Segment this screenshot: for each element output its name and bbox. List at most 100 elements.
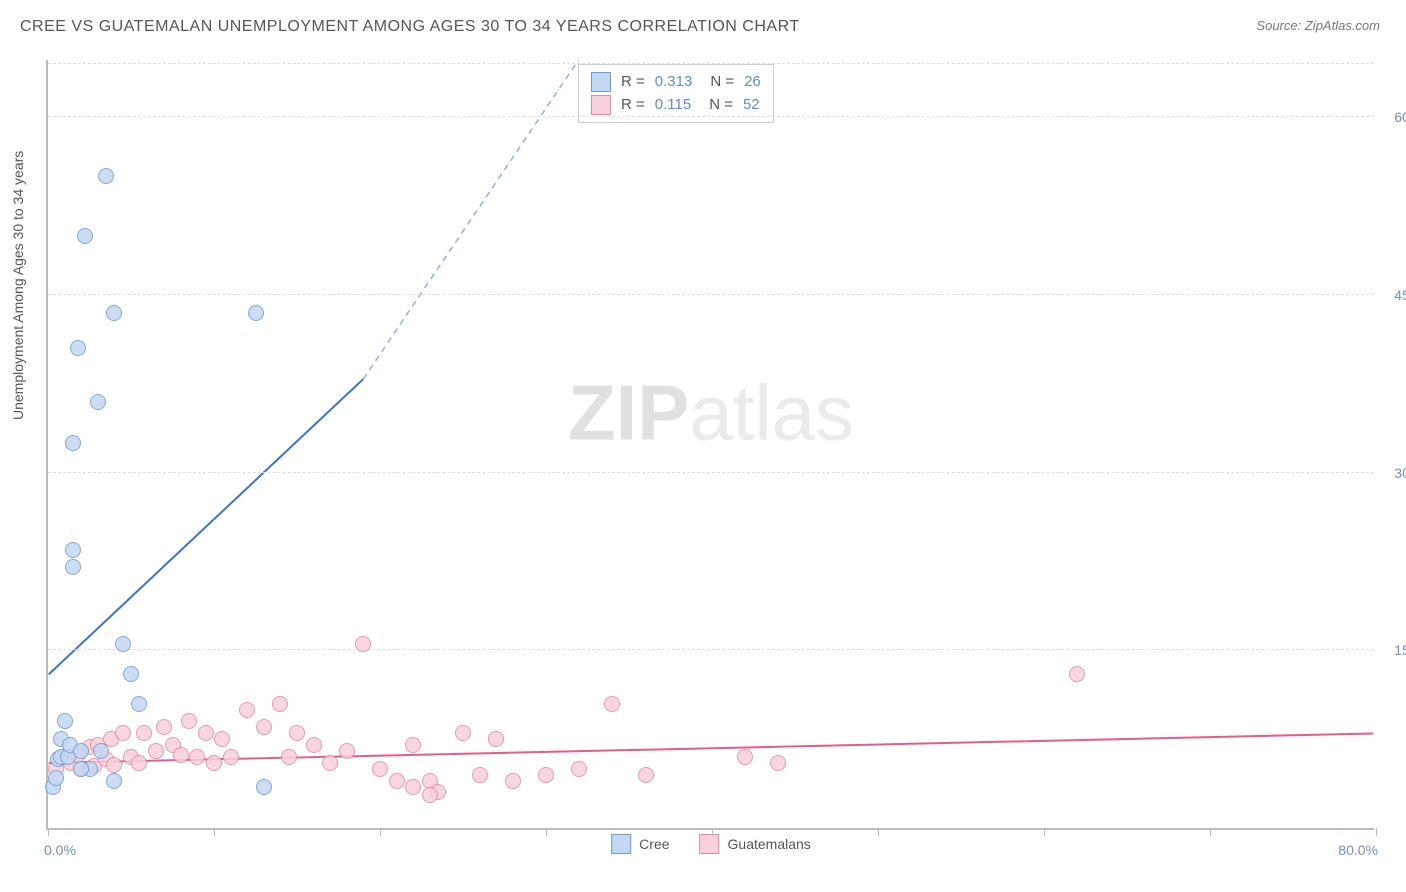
x-tick xyxy=(878,828,879,836)
y-tick-label: 30.0% xyxy=(1394,465,1406,481)
guatemalans-n-value: 52 xyxy=(743,94,760,117)
y-tick-label: 15.0% xyxy=(1394,642,1406,658)
watermark: ZIPatlas xyxy=(568,368,854,459)
y-axis-label: Unemployment Among Ages 30 to 34 years xyxy=(10,151,26,420)
bottom-legend: Cree Guatemalans xyxy=(611,834,811,854)
cree-point xyxy=(106,773,122,789)
watermark-bold: ZIP xyxy=(568,369,689,457)
cree-swatch xyxy=(591,72,611,92)
guatemalans-point xyxy=(505,773,521,789)
cree-point xyxy=(70,340,86,356)
cree-point xyxy=(65,559,81,575)
guatemalans-point xyxy=(405,779,421,795)
cree-point xyxy=(57,713,73,729)
guatemalans-point xyxy=(156,719,172,735)
x-tick-label: 0.0% xyxy=(44,842,76,858)
cree-legend-label: Cree xyxy=(639,836,669,852)
stats-r-label: R = xyxy=(621,71,645,94)
x-tick xyxy=(1044,828,1045,836)
guatemalans-point xyxy=(223,749,239,765)
guatemalans-point xyxy=(770,755,786,771)
guatemalans-point xyxy=(189,749,205,765)
cree-point xyxy=(93,743,109,759)
stats-legend-box: R = 0.313 N = 26 R = 0.115 N = 52 xyxy=(578,64,774,123)
cree-point xyxy=(248,305,264,321)
cree-point xyxy=(131,696,147,712)
x-tick-label: 80.0% xyxy=(1338,842,1378,858)
stats-row-guatemalans: R = 0.115 N = 52 xyxy=(591,94,761,117)
stats-n-label: N = xyxy=(710,71,734,94)
guatemalans-swatch-icon xyxy=(700,834,720,854)
x-tick xyxy=(1210,828,1211,836)
guatemalans-point xyxy=(737,749,753,765)
guatemalans-point xyxy=(604,696,620,712)
guatemalans-point xyxy=(638,767,654,783)
cree-point xyxy=(98,168,114,184)
guatemalans-point xyxy=(214,731,230,747)
guatemalans-point xyxy=(131,755,147,771)
guatemalans-point xyxy=(372,761,388,777)
guatemalans-r-value: 0.115 xyxy=(655,94,691,117)
cree-point xyxy=(77,228,93,244)
guatemalans-point xyxy=(538,767,554,783)
guatemalans-point xyxy=(272,696,288,712)
guatemalans-point xyxy=(389,773,405,789)
legend-item-guatemalans: Guatemalans xyxy=(700,834,811,854)
guatemalans-point xyxy=(115,725,131,741)
watermark-light: atlas xyxy=(689,369,854,457)
x-tick xyxy=(712,828,713,836)
gridline xyxy=(48,649,1374,650)
stats-row-cree: R = 0.313 N = 26 xyxy=(591,71,761,94)
cree-point xyxy=(90,394,106,410)
guatemalans-point xyxy=(106,757,122,773)
x-tick xyxy=(214,828,215,836)
cree-r-value: 0.313 xyxy=(655,71,693,94)
guatemalans-point xyxy=(206,755,222,771)
guatemalans-point xyxy=(181,713,197,729)
guatemalans-point xyxy=(148,743,164,759)
guatemalans-point xyxy=(289,725,305,741)
gridline xyxy=(48,63,1374,64)
guatemalans-point xyxy=(136,725,152,741)
cree-point xyxy=(123,666,139,682)
cree-point xyxy=(256,779,272,795)
gridline xyxy=(48,116,1374,117)
guatemalans-swatch xyxy=(591,95,611,115)
chart-title: CREE VS GUATEMALAN UNEMPLOYMENT AMONG AG… xyxy=(20,18,800,36)
stats-n-label: N = xyxy=(709,94,733,117)
source-attribution: Source: ZipAtlas.com xyxy=(1256,18,1380,33)
y-tick-label: 45.0% xyxy=(1394,287,1406,303)
guatemalans-point xyxy=(571,761,587,777)
guatemalans-point xyxy=(256,719,272,735)
guatemalans-point xyxy=(455,725,471,741)
guatemalans-point xyxy=(239,702,255,718)
chart-plot-area: ZIPatlas R = 0.313 N = 26 R = 0.115 N = … xyxy=(46,60,1374,830)
guatemalans-point xyxy=(322,755,338,771)
guatemalans-point xyxy=(488,731,504,747)
guatemalans-point xyxy=(281,749,297,765)
guatemalans-point xyxy=(1069,666,1085,682)
guatemalans-point xyxy=(173,747,189,763)
x-tick xyxy=(48,828,49,836)
x-tick xyxy=(546,828,547,836)
guatemalans-point xyxy=(306,737,322,753)
guatemalans-point xyxy=(422,787,438,803)
cree-point xyxy=(115,636,131,652)
x-tick xyxy=(380,828,381,836)
x-tick xyxy=(1376,828,1377,836)
gridline xyxy=(48,294,1374,295)
gridline xyxy=(48,472,1374,473)
guatemalans-point xyxy=(339,743,355,759)
cree-point xyxy=(65,435,81,451)
cree-n-value: 26 xyxy=(744,71,761,94)
guatemalans-point xyxy=(198,725,214,741)
cree-point xyxy=(73,761,89,777)
cree-point xyxy=(65,542,81,558)
cree-point xyxy=(106,305,122,321)
source-name: ZipAtlas.com xyxy=(1305,18,1380,33)
cree-point xyxy=(73,743,89,759)
cree-swatch-icon xyxy=(611,834,631,854)
guatemalans-point xyxy=(355,636,371,652)
source-label: Source: xyxy=(1256,18,1301,33)
guatemalans-legend-label: Guatemalans xyxy=(728,836,811,852)
